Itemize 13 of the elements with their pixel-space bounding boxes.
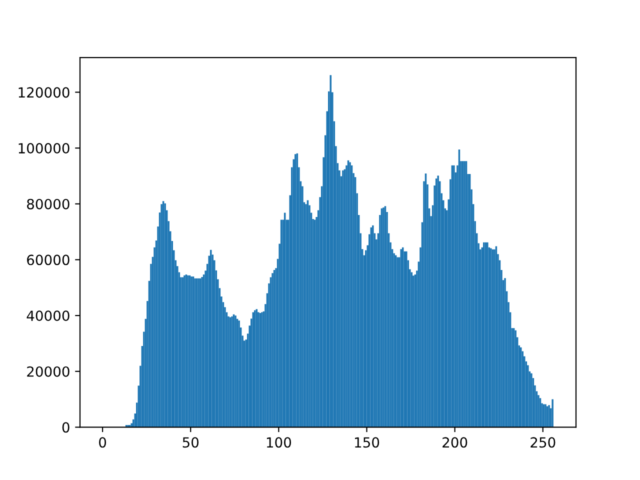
y-tick-label: 100000	[18, 143, 70, 154]
x-tick-label: 200	[442, 437, 468, 448]
x-tick-label: 150	[355, 437, 380, 448]
y-tick-label: 0	[62, 422, 70, 433]
x-tick-label: 100	[266, 437, 292, 448]
y-tick-label: 40000	[26, 310, 70, 322]
y-tick-label: 20000	[27, 366, 70, 377]
y-tick-label: 80000	[27, 198, 70, 210]
x-tick-label: 250	[530, 437, 556, 448]
x-tick-label: 0	[99, 437, 106, 448]
y-tick-label: 60000	[27, 254, 70, 266]
y-tick-label: 120000	[18, 87, 70, 98]
x-tick-label: 50	[182, 437, 199, 448]
